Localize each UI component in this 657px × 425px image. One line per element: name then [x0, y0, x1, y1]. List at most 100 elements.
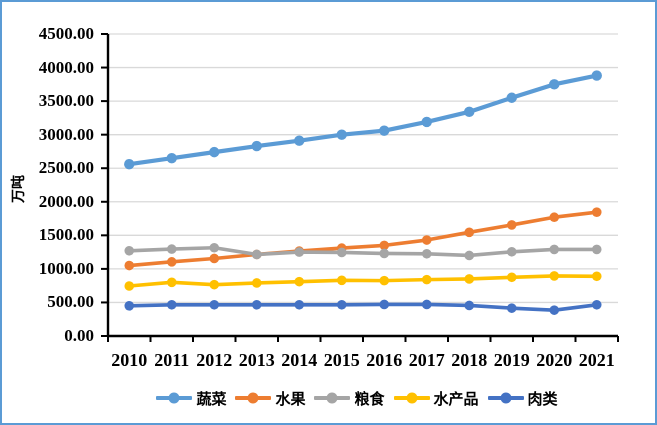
- x-tick-label: 2020: [536, 350, 573, 370]
- series-marker-1: [166, 257, 177, 267]
- x-tick-label: 2016: [366, 350, 403, 370]
- legend-marker-fruit: [235, 392, 272, 404]
- x-tick-label: 2012: [196, 350, 233, 370]
- x-tick-label: 2011: [154, 350, 190, 370]
- series-marker-3: [506, 272, 517, 283]
- legend-item-aquatic-products: 水产品: [393, 388, 479, 409]
- series-marker-0: [506, 92, 517, 103]
- series-marker-2: [166, 244, 177, 254]
- series-marker-0: [336, 129, 347, 140]
- series-line-4: [127, 302, 599, 312]
- series-marker-2: [209, 242, 220, 253]
- series-marker-0: [294, 135, 305, 146]
- series-marker-3: [294, 276, 305, 287]
- y-tick-label: 3500.00: [38, 91, 94, 111]
- series-marker-4: [294, 299, 305, 310]
- series-marker-3: [464, 274, 475, 284]
- series-marker-4: [124, 301, 135, 311]
- legend-marker-vegetables: [156, 392, 193, 404]
- legend-item-grain: 粮食: [314, 388, 385, 409]
- series-marker-4: [506, 303, 517, 313]
- series-marker-1: [124, 260, 135, 271]
- series-marker-2: [124, 245, 135, 256]
- series-marker-2: [591, 244, 602, 255]
- series-marker-3: [124, 281, 135, 291]
- series-marker-3: [421, 274, 432, 285]
- series-marker-3: [251, 278, 262, 288]
- series-marker-4: [421, 299, 432, 310]
- legend-marker-meat: [487, 392, 524, 404]
- series-marker-0: [124, 158, 135, 170]
- series-marker-2: [379, 248, 390, 259]
- series-marker-2: [251, 249, 262, 260]
- x-tick-label: 2019: [493, 350, 530, 370]
- series-marker-4: [251, 299, 262, 310]
- series-marker-0: [421, 116, 432, 128]
- series-marker-3: [336, 275, 347, 286]
- y-tick-label: 1500.00: [38, 225, 94, 245]
- legend-label-vegetables: 蔬菜: [196, 391, 227, 408]
- series-marker-2: [336, 247, 347, 258]
- series-marker-3: [549, 271, 560, 281]
- x-tick-label: 2015: [323, 350, 360, 370]
- x-tick-label: 2018: [451, 350, 488, 370]
- series-marker-1: [464, 227, 475, 238]
- series-line-1: [127, 210, 599, 268]
- series-line-2: [127, 245, 599, 258]
- y-tick-label: 4000.00: [38, 57, 94, 77]
- series-marker-1: [421, 235, 432, 245]
- series-marker-3: [379, 275, 390, 286]
- legend-label-fruit: 水果: [275, 391, 306, 408]
- series-marker-0: [166, 152, 177, 164]
- y-tick-label: 0.00: [64, 326, 94, 345]
- x-tick-label: 2013: [238, 350, 275, 370]
- series-line-0: [127, 73, 599, 167]
- series-marker-2: [549, 244, 560, 255]
- series-marker-1: [549, 212, 560, 223]
- y-tick-label: 2500.00: [38, 158, 94, 178]
- series-marker-3: [209, 279, 220, 290]
- series-marker-0: [464, 106, 475, 118]
- series-marker-4: [464, 300, 475, 311]
- series-marker-0: [591, 70, 602, 81]
- series-marker-3: [591, 271, 602, 282]
- legend-label-meat: 肉类: [527, 391, 558, 408]
- y-tick-label: 1000.00: [38, 258, 94, 278]
- legend-label-grain: 粮食: [354, 391, 385, 408]
- x-tick-label: 2021: [578, 350, 615, 370]
- legend-item-fruit: 水果: [235, 388, 305, 409]
- series-line-3: [127, 274, 599, 288]
- legend-item-meat: 肉类: [487, 388, 558, 409]
- y-tick-label: 2000.00: [38, 191, 94, 211]
- legend-marker-grain: [314, 392, 351, 404]
- chart-legend: 蔬菜 水果 粮食 水产品 肉类: [97, 385, 617, 411]
- series-marker-4: [549, 305, 560, 315]
- y-tick-label: 4500.00: [38, 24, 94, 43]
- series-marker-2: [421, 248, 432, 259]
- series-marker-4: [379, 299, 390, 310]
- series-marker-1: [379, 240, 390, 251]
- series-marker-2: [294, 247, 305, 257]
- series-marker-4: [591, 299, 602, 310]
- x-tick-label: 2014: [281, 350, 318, 370]
- series-marker-2: [464, 250, 475, 261]
- legend-item-vegetables: 蔬菜: [156, 388, 226, 409]
- series-marker-4: [336, 299, 347, 310]
- series-marker-2: [506, 246, 517, 257]
- series-marker-3: [166, 277, 177, 288]
- series-marker-4: [209, 299, 220, 310]
- series-marker-0: [209, 146, 220, 158]
- series-marker-0: [379, 125, 390, 136]
- series-marker-1: [209, 253, 220, 264]
- y-tick-label: 500.00: [47, 292, 94, 312]
- y-tick-label: 3000.00: [38, 124, 94, 144]
- legend-label-aquatic-products: 水产品: [433, 391, 479, 408]
- series-marker-1: [591, 207, 602, 217]
- series-marker-0: [251, 140, 262, 152]
- x-tick-label: 2017: [408, 350, 445, 370]
- legend-marker-aquatic-products: [393, 392, 430, 404]
- series-marker-1: [506, 220, 517, 230]
- series-marker-4: [166, 299, 177, 310]
